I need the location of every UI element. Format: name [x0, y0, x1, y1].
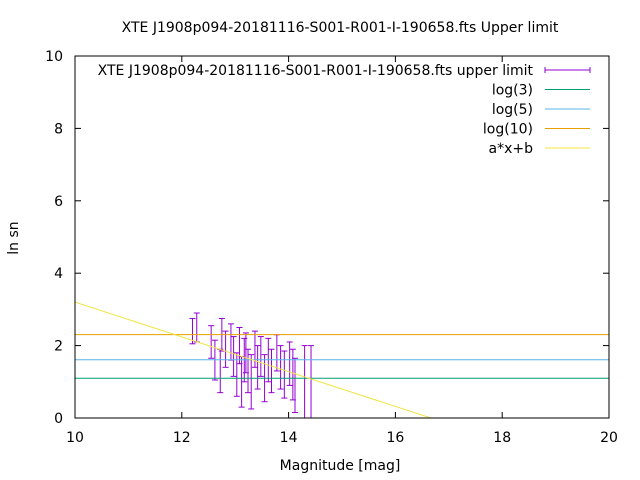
data-point-29 [308, 345, 315, 418]
legend-entry-2: log(5) [492, 102, 590, 118]
legend-label: log(10) [483, 122, 533, 138]
legend-label: XTE J1908p094-20181116-S001-R001-I-19065… [98, 63, 534, 79]
fit-line [75, 301, 433, 418]
y-tick-label: 4 [54, 266, 63, 282]
x-tick-label: 12 [173, 430, 191, 446]
legend-entry-3: log(10) [483, 122, 590, 138]
data-point-24 [281, 350, 288, 399]
y-tick-label: 8 [54, 121, 63, 137]
x-tick-label: 14 [280, 430, 298, 446]
legend-entry-1: log(3) [492, 83, 590, 99]
data-point-28 [301, 345, 308, 418]
x-tick-label: 20 [600, 430, 618, 446]
data-point-0 [189, 317, 196, 345]
data-point-25 [286, 341, 293, 386]
data-point-21 [268, 348, 275, 394]
y-tick-label: 10 [45, 49, 63, 65]
legend-label: log(5) [492, 102, 533, 118]
data-point-18 [257, 336, 264, 377]
data-point-23 [277, 345, 284, 390]
data-point-7 [227, 323, 234, 361]
data-point-17 [254, 345, 261, 390]
legend-entry-4: a*x+b [489, 141, 590, 157]
legend-entry-0: XTE J1908p094-20181116-S001-R001-I-19065… [98, 63, 591, 79]
x-tick-label: 10 [66, 430, 84, 446]
y-axis-label: ln sn [6, 221, 22, 254]
y-tick-label: 0 [54, 411, 63, 427]
data-point-14 [245, 348, 252, 394]
data-point-27 [292, 357, 299, 414]
y-tick-label: 2 [54, 339, 63, 355]
data-point-15 [248, 354, 255, 410]
x-tick-label: 16 [386, 430, 404, 446]
x-axis-label: Magnitude [mag] [280, 458, 401, 474]
x-axis-ticks: 10 12 14 16 18 20 [66, 56, 618, 446]
data-point-2 [208, 325, 215, 359]
y-axis-ticks: 0 2 4 6 8 10 [45, 49, 609, 427]
legend-label: log(3) [492, 83, 533, 99]
plot-frame [74, 55, 610, 419]
plot-area [75, 301, 609, 418]
x-tick-label: 18 [493, 430, 511, 446]
legend-label: a*x+b [489, 141, 534, 157]
chart-title: XTE J1908p094-20181116-S001-R001-I-19065… [122, 20, 559, 36]
data-point-8 [230, 336, 237, 377]
y-tick-label: 6 [54, 194, 63, 210]
legend: XTE J1908p094-20181116-S001-R001-I-19065… [98, 63, 591, 157]
data-point-16 [251, 330, 258, 368]
data-point-1 [193, 312, 200, 343]
data-point-22 [273, 334, 280, 372]
data-point-4 [217, 348, 224, 394]
data-point-6 [222, 330, 229, 368]
